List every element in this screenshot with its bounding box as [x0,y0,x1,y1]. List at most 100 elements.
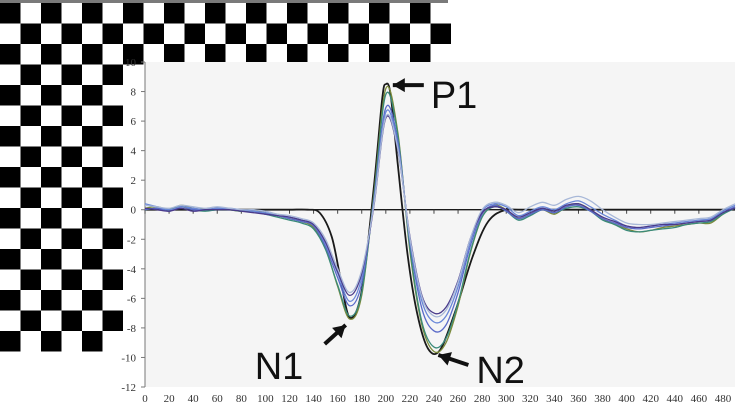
x-tick-label: 140 [305,393,322,405]
y-tick-label: -8 [127,323,137,335]
checker-square [20,105,41,126]
checker-square [369,44,390,65]
checker-square [0,249,21,270]
n2-arrow-head [438,352,452,366]
checker-square [20,64,41,85]
checker-square [102,146,123,167]
checker-square [225,23,246,44]
n2-label: N2 [476,350,525,392]
checker-square [410,3,431,24]
checker-square [246,3,267,24]
checker-square [205,44,226,65]
checker-square [41,331,62,352]
x-tick-label: 0 [142,393,148,405]
y-tick-label: 10 [125,57,137,69]
checker-square [410,44,431,65]
checker-square [102,23,123,44]
checker-square [61,310,82,331]
checker-square [20,269,41,290]
checker-square [0,167,21,188]
x-tick-label: 60 [212,393,224,405]
checker-square [0,331,21,352]
x-tick-label: 280 [474,393,491,405]
checker-square [61,228,82,249]
y-tick-label: -12 [121,382,136,394]
checker-square [41,290,62,311]
checker-square [0,126,21,147]
checker-square [41,126,62,147]
x-tick-label: 200 [378,393,395,405]
checker-square [348,23,369,44]
x-tick-label: 240 [426,393,443,405]
y-axis: 10 8 6 4 2 0 -2 -4 -6 -8 -10 -12 [121,57,146,394]
n1-arrow-head [332,325,346,339]
x-tick-label: 40 [188,393,200,405]
checker-square [430,23,451,44]
checker-square [102,269,123,290]
checker-square [61,105,82,126]
series-line-0 [144,82,735,355]
checker-square [0,290,21,311]
checker-square [102,64,123,85]
x-tick-label: 340 [546,393,563,405]
y-tick-label: 6 [131,116,137,128]
annotation-layer: P1 N1 N2 [255,75,525,392]
checker-border [0,0,448,3]
x-tick-label: 380 [594,393,611,405]
checker-square [20,146,41,167]
checker-square [41,167,62,188]
checker-square [328,3,349,24]
checker-square [20,310,41,331]
checker-square [20,228,41,249]
checker-square [266,23,287,44]
checker-square [102,187,123,208]
checker-square [82,290,103,311]
y-tick-label: 4 [131,146,137,158]
checker-square [20,187,41,208]
checker-square [143,23,164,44]
y-tick-label: 8 [131,87,137,99]
checker-square [41,249,62,270]
checker-square [61,269,82,290]
x-tick-label: 220 [402,393,419,405]
checker-square [82,85,103,106]
x-tick-label: 20 [164,393,176,405]
checker-square [102,105,123,126]
checker-square [0,44,21,65]
checker-square [0,208,21,229]
y-tick-label: -6 [127,293,137,305]
y-tick-label: 0 [131,205,137,217]
checker-square [287,44,308,65]
checker-square [102,228,123,249]
checker-square [205,3,226,24]
x-tick-label: 360 [570,393,587,405]
checker-square [123,3,144,24]
checker-square [82,208,103,229]
checker-square [41,208,62,229]
x-tick-label: 260 [450,393,467,405]
checker-square [82,3,103,24]
series-layer [144,82,736,355]
checker-square [287,3,308,24]
checker-square [123,44,144,65]
y-tick-label: -2 [127,234,136,246]
checker-square [328,44,349,65]
x-tick-label: 300 [498,393,515,405]
x-tick-label: 480 [715,393,732,405]
checker-square [246,44,267,65]
checker-square [82,167,103,188]
checker-square [369,3,390,24]
checker-square [20,23,41,44]
checker-square [61,64,82,85]
p1-arrow-head [392,78,405,93]
x-tick-label: 400 [618,393,635,405]
checker-square [82,331,103,352]
checker-square [82,44,103,65]
x-tick-label: 420 [642,393,659,405]
checker-square [61,23,82,44]
series-line-5 [144,115,736,315]
checker-square [389,23,410,44]
x-tick-label: 100 [257,393,274,405]
x-tick-label: 440 [667,393,684,405]
